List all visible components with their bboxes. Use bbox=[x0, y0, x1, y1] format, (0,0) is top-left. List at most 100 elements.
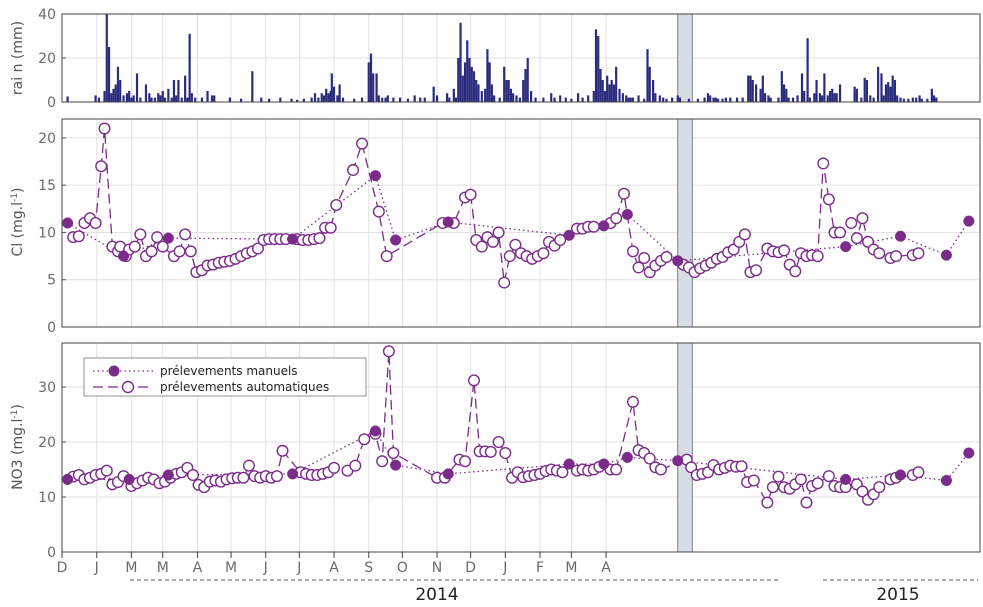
cl-manual-point bbox=[369, 170, 382, 182]
rain-panel: 0 20 40 bbox=[38, 7, 981, 111]
rain-bar bbox=[290, 98, 293, 102]
no3-manual-point bbox=[390, 459, 402, 471]
rain-bar bbox=[877, 66, 880, 102]
rain-bar bbox=[448, 97, 451, 102]
rain-bar bbox=[330, 73, 333, 102]
rain-bar bbox=[468, 58, 471, 102]
rain-bar bbox=[475, 80, 478, 102]
cl-auto-point bbox=[498, 276, 511, 289]
rain-bar bbox=[735, 97, 739, 102]
rain-bar bbox=[392, 97, 395, 102]
rain-bar bbox=[926, 98, 929, 102]
cl-frame bbox=[61, 118, 981, 328]
rain-bar bbox=[625, 95, 628, 102]
rain-bar bbox=[803, 91, 806, 102]
month-label: M bbox=[157, 560, 169, 576]
no3-auto-point bbox=[735, 460, 748, 473]
cl-auto-point bbox=[509, 238, 522, 251]
year-label-2014: 2014 bbox=[415, 585, 458, 605]
rain-bar bbox=[808, 97, 811, 102]
rain-bar bbox=[484, 88, 487, 102]
month-label: J bbox=[94, 560, 99, 576]
rain-bar bbox=[406, 98, 410, 102]
legend-manual-marker bbox=[108, 365, 120, 377]
rain-bar bbox=[767, 95, 770, 102]
rain-bar bbox=[761, 75, 764, 102]
rain-bar bbox=[665, 98, 668, 102]
rain-bar bbox=[435, 95, 439, 102]
rain-bar bbox=[654, 93, 657, 102]
cl-manual-point bbox=[563, 229, 575, 241]
rain-bar bbox=[899, 97, 902, 102]
cl-auto-point bbox=[89, 216, 102, 229]
no3-manual-point bbox=[894, 469, 907, 481]
rain-bar bbox=[606, 75, 609, 102]
rain-bar bbox=[709, 95, 712, 102]
rain-bar bbox=[200, 97, 204, 102]
cl-auto-point bbox=[554, 234, 567, 247]
rain-highlight-band bbox=[677, 13, 693, 103]
cl-ytick-label: 15 bbox=[38, 178, 56, 194]
rain-bar bbox=[116, 66, 120, 102]
rain-bar bbox=[785, 88, 788, 102]
rain-bar bbox=[815, 80, 818, 102]
no3-manual-point bbox=[287, 468, 299, 480]
rain-bar bbox=[933, 95, 936, 102]
rain-bar bbox=[581, 97, 584, 102]
rain-bar bbox=[446, 93, 449, 102]
cl-auto-point bbox=[95, 160, 108, 173]
rain-bar bbox=[375, 73, 378, 102]
no3-auto-point bbox=[654, 463, 667, 476]
no3-auto-point bbox=[349, 459, 362, 472]
rain-bar bbox=[880, 73, 883, 102]
rain-bar bbox=[498, 97, 501, 102]
no3-auto-point bbox=[100, 464, 113, 477]
rain-bar bbox=[128, 91, 131, 102]
rain-bar bbox=[610, 80, 613, 102]
rain-bar bbox=[452, 88, 455, 102]
month-label: J bbox=[263, 560, 268, 576]
rain-bar bbox=[103, 91, 106, 102]
cl-manual-point bbox=[963, 215, 975, 227]
month-label: A bbox=[193, 560, 203, 576]
cl-auto-point bbox=[151, 231, 164, 244]
rain-bar bbox=[869, 95, 872, 102]
no3-manual-point bbox=[963, 447, 975, 459]
rain-bar bbox=[716, 98, 720, 102]
rain-bar bbox=[329, 91, 332, 102]
rain-bar bbox=[872, 97, 875, 102]
rain-bar bbox=[863, 77, 866, 102]
no3-auto-point bbox=[772, 470, 785, 483]
rain-bar bbox=[490, 84, 493, 102]
rain-bar bbox=[310, 97, 313, 102]
no3-auto-point bbox=[499, 447, 512, 460]
no3-auto-point bbox=[328, 461, 341, 474]
cl-ytick-label: 20 bbox=[38, 131, 56, 147]
rain-bar bbox=[749, 75, 752, 102]
rain-bar bbox=[838, 84, 842, 102]
rain-bar bbox=[153, 97, 157, 102]
cl-manual-point bbox=[840, 241, 852, 253]
rain-bar bbox=[360, 97, 364, 102]
cl-auto-point bbox=[890, 250, 903, 263]
rain-bar bbox=[463, 62, 467, 102]
rain-bar bbox=[381, 97, 384, 102]
rain-bar bbox=[902, 98, 905, 102]
rain-bar bbox=[167, 88, 170, 102]
rain-bar bbox=[687, 98, 691, 102]
rain-bar bbox=[130, 97, 133, 102]
rain-bar bbox=[721, 98, 724, 102]
rain-bar bbox=[353, 98, 356, 102]
no3-auto-point bbox=[492, 436, 505, 449]
no3-auto-point bbox=[873, 481, 886, 494]
rain-bar bbox=[529, 91, 533, 102]
no3-auto-point bbox=[766, 481, 779, 494]
rain-bar bbox=[887, 82, 890, 102]
rain-bar bbox=[751, 80, 754, 102]
cl-auto-point bbox=[587, 220, 600, 233]
rain-bar bbox=[188, 33, 191, 102]
rain-bar bbox=[559, 95, 562, 102]
no3-auto-point bbox=[270, 470, 283, 483]
rain-bar bbox=[831, 88, 834, 102]
rain-bar bbox=[889, 86, 892, 102]
